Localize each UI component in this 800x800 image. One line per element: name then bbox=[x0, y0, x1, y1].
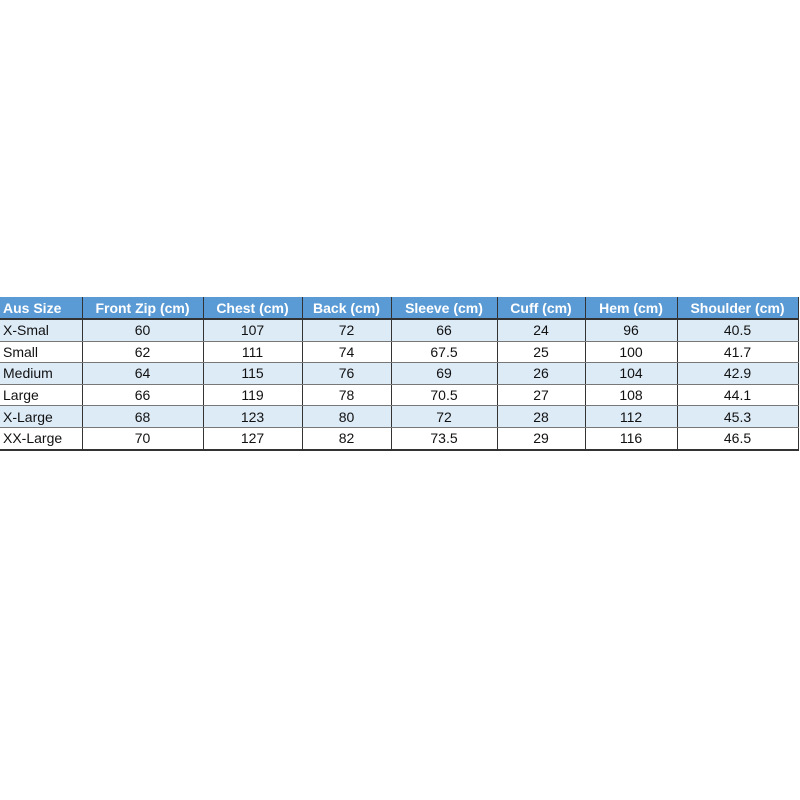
measurement-cell: 74 bbox=[302, 341, 392, 364]
measurement-cell: 25 bbox=[497, 341, 586, 364]
measurement-cell: 112 bbox=[585, 405, 678, 428]
measurement-cell: 29 bbox=[497, 427, 586, 451]
measurement-cell: 96 bbox=[585, 319, 678, 342]
measurement-cell: 40.5 bbox=[677, 319, 799, 342]
measurement-cell: 72 bbox=[391, 405, 498, 428]
measurement-cell: 108 bbox=[585, 384, 678, 407]
measurement-cell: 26 bbox=[497, 362, 586, 385]
measurement-cell: 66 bbox=[82, 384, 204, 407]
header-row: Aus Size Front Zip (cm) Chest (cm) Back (cm… bbox=[0, 297, 799, 320]
size-label-cell: Large bbox=[0, 384, 83, 407]
size-label-cell: XX-Large bbox=[0, 427, 83, 451]
table-row: Small 62 111 74 67.5 25 100 41.7 bbox=[0, 341, 799, 364]
measurement-cell: 116 bbox=[585, 427, 678, 451]
measurement-cell: 60 bbox=[82, 319, 204, 342]
column-header: Shoulder (cm) bbox=[677, 297, 799, 320]
measurement-cell: 72 bbox=[302, 319, 392, 342]
measurement-cell: 100 bbox=[585, 341, 678, 364]
table-row: X-Smal 60 107 72 66 24 96 40.5 bbox=[0, 319, 799, 342]
measurement-cell: 111 bbox=[203, 341, 303, 364]
column-header: Front Zip (cm) bbox=[82, 297, 204, 320]
measurement-cell: 78 bbox=[302, 384, 392, 407]
measurement-cell: 44.1 bbox=[677, 384, 799, 407]
measurement-cell: 123 bbox=[203, 405, 303, 428]
measurement-cell: 119 bbox=[203, 384, 303, 407]
table-row: Medium 64 115 76 69 26 104 42.9 bbox=[0, 362, 799, 385]
measurement-cell: 45.3 bbox=[677, 405, 799, 428]
measurement-cell: 69 bbox=[391, 362, 498, 385]
column-header: Aus Size bbox=[0, 297, 83, 320]
column-header: Cuff (cm) bbox=[497, 297, 586, 320]
measurement-cell: 80 bbox=[302, 405, 392, 428]
table-row: Large 66 119 78 70.5 27 108 44.1 bbox=[0, 384, 799, 407]
measurement-cell: 70 bbox=[82, 427, 204, 451]
size-label-cell: Small bbox=[0, 341, 83, 364]
column-header: Back (cm) bbox=[302, 297, 392, 320]
size-label-cell: X-Smal bbox=[0, 319, 83, 342]
column-header: Sleeve (cm) bbox=[391, 297, 498, 320]
measurement-cell: 28 bbox=[497, 405, 586, 428]
measurement-cell: 27 bbox=[497, 384, 586, 407]
measurement-cell: 66 bbox=[391, 319, 498, 342]
measurement-cell: 115 bbox=[203, 362, 303, 385]
measurement-cell: 73.5 bbox=[391, 427, 498, 451]
measurement-cell: 24 bbox=[497, 319, 586, 342]
measurement-cell: 82 bbox=[302, 427, 392, 451]
size-label-cell: X-Large bbox=[0, 405, 83, 428]
measurement-cell: 46.5 bbox=[677, 427, 799, 451]
measurement-cell: 70.5 bbox=[391, 384, 498, 407]
size-chart-table: Aus Size Front Zip (cm) Chest (cm) Back (cm… bbox=[0, 297, 799, 451]
measurement-cell: 104 bbox=[585, 362, 678, 385]
measurement-cell: 64 bbox=[82, 362, 204, 385]
measurement-cell: 127 bbox=[203, 427, 303, 451]
table-row: X-Large 68 123 80 72 28 112 45.3 bbox=[0, 405, 799, 428]
measurement-cell: 68 bbox=[82, 405, 204, 428]
measurement-cell: 67.5 bbox=[391, 341, 498, 364]
measurement-cell: 107 bbox=[203, 319, 303, 342]
column-header: Chest (cm) bbox=[203, 297, 303, 320]
measurement-cell: 41.7 bbox=[677, 341, 799, 364]
column-header: Hem (cm) bbox=[585, 297, 678, 320]
size-label-cell: Medium bbox=[0, 362, 83, 385]
measurement-cell: 42.9 bbox=[677, 362, 799, 385]
measurement-cell: 76 bbox=[302, 362, 392, 385]
measurement-cell: 62 bbox=[82, 341, 204, 364]
table-row: XX-Large 70 127 82 73.5 29 116 46.5 bbox=[0, 427, 799, 451]
